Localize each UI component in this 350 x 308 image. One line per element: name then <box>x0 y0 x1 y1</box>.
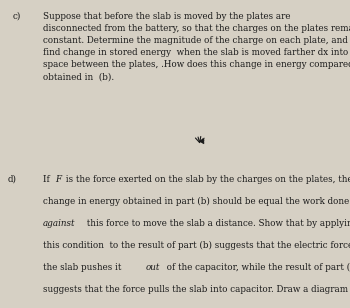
Text: ▲: ▲ <box>197 134 208 145</box>
Text: this condition  to the result of part (b) suggests that the electric force on: this condition to the result of part (b)… <box>43 241 350 250</box>
Text: this force to move the slab a distance. Show that by applying: this force to move the slab a distance. … <box>84 219 350 228</box>
Text: Suppose that before the slab is moved by the plates are
disconnected from the ba: Suppose that before the slab is moved by… <box>43 11 350 81</box>
Text: c): c) <box>13 11 21 21</box>
Text: If: If <box>43 175 52 184</box>
Text: out: out <box>146 263 160 272</box>
Text: against: against <box>43 219 76 228</box>
Text: the slab pushes it: the slab pushes it <box>43 263 124 272</box>
Text: d): d) <box>8 175 17 184</box>
Text: of the capacitor, while the result of part (c): of the capacitor, while the result of pa… <box>164 263 350 272</box>
Text: F: F <box>55 175 61 184</box>
Text: change in energy obtained in part (b) should be equal the work done: change in energy obtained in part (b) sh… <box>43 197 349 206</box>
Text: is the force exerted on the slab by the charges on the plates, then: is the force exerted on the slab by the … <box>63 175 350 184</box>
Text: suggests that the force pulls the slab into capacitor. Draw a diagram that: suggests that the force pulls the slab i… <box>43 286 350 294</box>
